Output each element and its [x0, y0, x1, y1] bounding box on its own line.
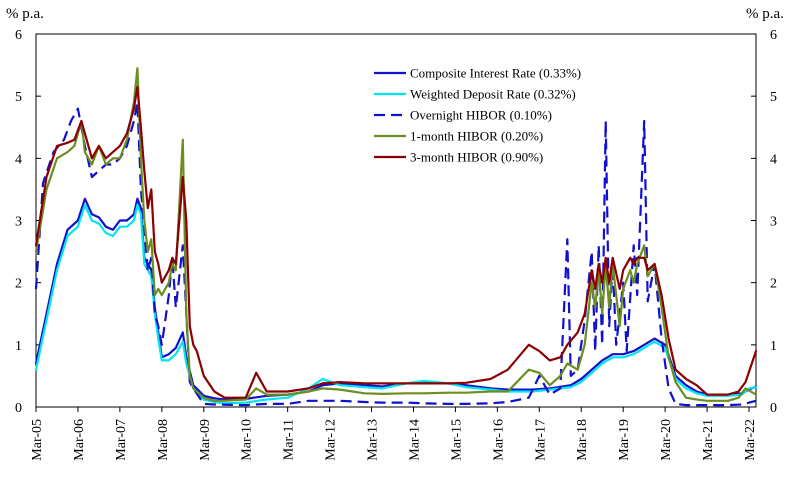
y-tick-label-right: 2 [770, 277, 777, 292]
y-tick-label-right: 0 [770, 401, 777, 416]
y-tick-label-left: 2 [15, 277, 22, 292]
y-tick-label-right: 1 [770, 339, 777, 354]
x-tick-label: Mar-08 [156, 419, 171, 461]
y-tick-label-left: 4 [15, 152, 22, 167]
x-axis: Mar-05 Mar-06 Mar-07 Mar-08 Mar-09 Mar-10 Mar-… [30, 419, 758, 461]
x-tick-label: Mar-18 [575, 419, 590, 461]
legend-label: 3-month HIBOR (0.90%) [410, 150, 543, 165]
series-lines [34, 67, 758, 407]
x-tick-label: Mar-22 [743, 419, 758, 461]
y-axis-unit-left: % p.a. [6, 6, 44, 22]
x-tick-label: Mar-17 [533, 419, 548, 461]
x-tick-label: Mar-12 [324, 419, 339, 461]
y-tick-label-left: 3 [15, 215, 22, 230]
y-axis-right: 0 1 2 3 4 5 6 [770, 28, 777, 416]
y-tick-label-left: 6 [15, 28, 22, 43]
x-tick-label: Mar-15 [449, 419, 464, 461]
y-tick-label-left: 1 [15, 339, 22, 354]
axis-ticks [35, 33, 756, 412]
y-axis-unit-right: % p.a. [746, 6, 784, 22]
legend-label: 1-month HIBOR (0.20%) [410, 129, 543, 144]
x-tick-label: Mar-13 [366, 419, 381, 461]
x-tick-label: Mar-16 [491, 419, 506, 461]
legend-label: Composite Interest Rate (0.33%) [410, 66, 581, 81]
x-tick-label: Mar-20 [659, 419, 674, 461]
x-tick-label: Mar-19 [617, 419, 632, 461]
legend-label: Weighted Deposit Rate (0.32%) [410, 87, 576, 102]
x-tick-label: Mar-11 [282, 419, 297, 460]
series-line-weighted-deposit-rate [34, 203, 758, 405]
x-tick-label: Mar-05 [30, 419, 45, 461]
y-tick-label-right: 3 [770, 215, 777, 230]
legend: Composite Interest Rate (0.33%) Weighted … [374, 66, 581, 165]
series-line-3-month-hibor [34, 85, 758, 399]
x-tick-label: Mar-06 [72, 419, 87, 461]
y-tick-label-left: 5 [15, 90, 22, 105]
series-line-overnight-hibor [34, 101, 757, 407]
x-tick-label: Mar-09 [198, 419, 213, 461]
y-tick-label-right: 5 [770, 90, 777, 105]
x-tick-label: Mar-10 [240, 419, 255, 461]
y-tick-label-right: 6 [770, 28, 777, 43]
x-tick-label: Mar-07 [114, 419, 129, 461]
legend-label: Overnight HIBOR (0.10%) [410, 108, 552, 123]
x-tick-label: Mar-14 [407, 419, 422, 461]
x-tick-label: Mar-21 [701, 419, 716, 461]
y-tick-label-right: 4 [770, 152, 777, 167]
y-axis-left: 0 1 2 3 4 5 6 [15, 28, 22, 416]
y-tick-label-left: 0 [15, 401, 22, 416]
